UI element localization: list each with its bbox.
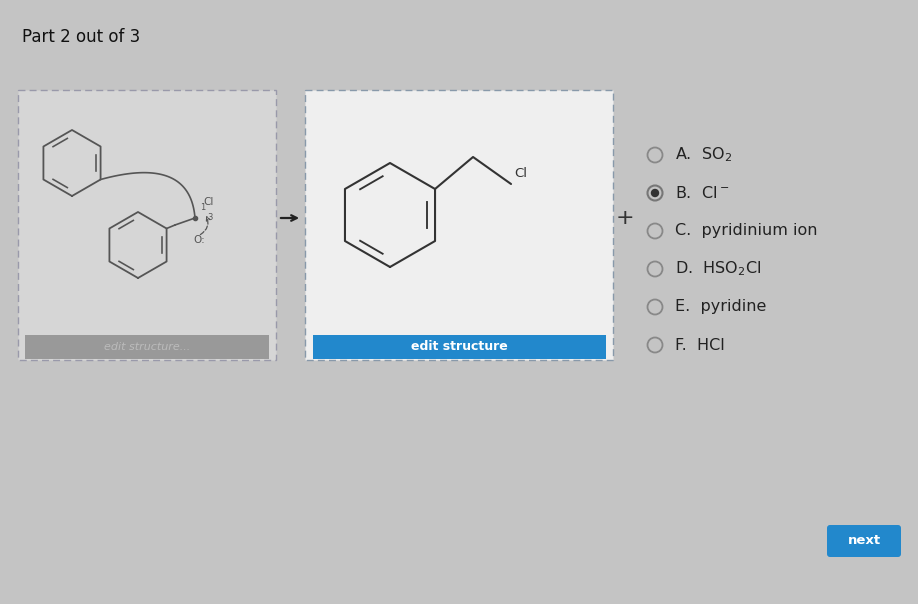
Text: Part 2 out of 3: Part 2 out of 3 — [22, 28, 140, 46]
Text: D.  HSO$_2$Cl: D. HSO$_2$Cl — [675, 260, 761, 278]
Text: C.  pyridinium ion: C. pyridinium ion — [675, 223, 818, 239]
Text: 3: 3 — [207, 213, 212, 222]
Text: Cl: Cl — [203, 197, 213, 207]
Circle shape — [652, 190, 658, 196]
Text: edit structure...: edit structure... — [104, 342, 190, 352]
Text: A.  SO$_2$: A. SO$_2$ — [675, 146, 732, 164]
FancyBboxPatch shape — [18, 90, 276, 360]
FancyArrowPatch shape — [200, 217, 210, 234]
Text: F.  HCl: F. HCl — [675, 338, 724, 353]
Text: next: next — [847, 535, 880, 547]
Text: +: + — [616, 208, 634, 228]
Text: Cl: Cl — [514, 167, 527, 180]
FancyBboxPatch shape — [305, 90, 613, 360]
Text: B.  Cl$^-$: B. Cl$^-$ — [675, 185, 729, 201]
FancyBboxPatch shape — [313, 335, 606, 359]
Text: edit structure: edit structure — [411, 341, 508, 353]
Text: 1: 1 — [200, 203, 206, 212]
Text: E.  pyridine: E. pyridine — [675, 300, 767, 315]
FancyBboxPatch shape — [827, 525, 901, 557]
FancyBboxPatch shape — [25, 335, 269, 359]
Text: O:: O: — [193, 235, 205, 245]
